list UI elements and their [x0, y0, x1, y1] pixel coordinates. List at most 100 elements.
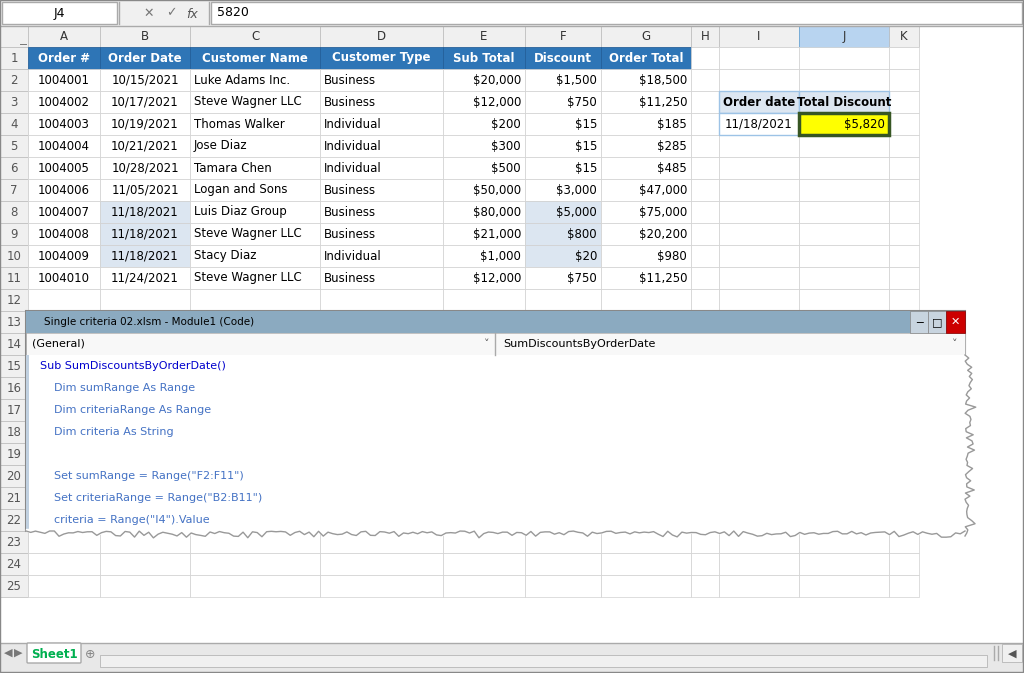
Bar [525, 223, 601, 245]
Bar [719, 201, 799, 223]
Text: $11,250: $11,250 [639, 271, 687, 285]
Bar [601, 509, 691, 531]
Bar [719, 267, 799, 289]
Text: Individual: Individual [324, 118, 382, 131]
Text: 15: 15 [6, 359, 22, 372]
Bar [691, 421, 719, 443]
Bar [889, 465, 919, 487]
Bar [889, 509, 919, 531]
Bar [799, 69, 889, 91]
Text: ˅: ˅ [484, 339, 489, 349]
Text: 11/18/2021: 11/18/2021 [112, 250, 179, 262]
Bar [889, 399, 919, 421]
Bar [190, 509, 319, 531]
Bar [190, 69, 319, 91]
Bar [319, 553, 443, 575]
Text: Set criteriaRange = Range("B2:B11"): Set criteriaRange = Range("B2:B11") [40, 493, 262, 503]
Text: $15: $15 [574, 139, 597, 153]
Bar [0, 267, 28, 289]
Text: 10: 10 [6, 250, 22, 262]
Bar [28, 201, 100, 223]
Text: Individual: Individual [324, 139, 382, 153]
Bar [2, 2, 117, 24]
Bar [190, 223, 319, 245]
Text: Individual: Individual [324, 250, 382, 262]
Bar [525, 157, 601, 179]
Bar [190, 377, 319, 399]
Text: $15: $15 [574, 162, 597, 174]
Text: 21: 21 [6, 491, 22, 505]
Bar [889, 26, 919, 47]
Bar [691, 443, 719, 465]
Bar [100, 69, 190, 91]
Bar [26, 333, 965, 355]
Bar [719, 355, 799, 377]
Bar [799, 399, 889, 421]
Bar [319, 355, 443, 377]
Bar [0, 47, 28, 69]
Bar [719, 47, 799, 69]
Text: $80,000: $80,000 [473, 205, 521, 219]
Bar [190, 135, 319, 157]
Bar [691, 311, 719, 333]
Text: Customer Type: Customer Type [332, 52, 431, 65]
Bar [719, 311, 799, 333]
Bar [799, 333, 889, 355]
Bar [28, 179, 100, 201]
Bar [26, 355, 965, 531]
Bar [691, 69, 719, 91]
Text: $1,000: $1,000 [480, 250, 521, 262]
Bar [799, 355, 889, 377]
Bar [100, 47, 190, 69]
Bar [719, 157, 799, 179]
Bar [691, 575, 719, 597]
Bar [28, 509, 100, 531]
Text: D: D [377, 30, 386, 43]
Bar [100, 531, 190, 553]
Text: 1: 1 [10, 52, 17, 65]
Bar [691, 377, 719, 399]
Bar [889, 69, 919, 91]
Bar [719, 531, 799, 553]
Bar [190, 26, 319, 47]
Text: $12,000: $12,000 [473, 271, 521, 285]
Bar [601, 531, 691, 553]
Bar [525, 47, 601, 69]
Bar [190, 399, 319, 421]
Bar [601, 201, 691, 223]
Text: $500: $500 [492, 162, 521, 174]
Bar [319, 487, 443, 509]
Text: 1004007: 1004007 [38, 205, 90, 219]
Bar [190, 311, 319, 333]
Bar [443, 223, 525, 245]
Bar [889, 289, 919, 311]
Text: F: F [560, 30, 566, 43]
Bar [26, 311, 965, 531]
Bar [28, 443, 100, 465]
Bar [100, 91, 190, 113]
Bar [28, 421, 100, 443]
Text: 1004006: 1004006 [38, 184, 90, 197]
Text: Steve Wagner LLC: Steve Wagner LLC [194, 96, 302, 108]
Text: 10/28/2021: 10/28/2021 [112, 162, 179, 174]
Bar [100, 553, 190, 575]
Bar [889, 443, 919, 465]
Bar [691, 135, 719, 157]
Text: 10/15/2021: 10/15/2021 [112, 73, 179, 87]
Bar [0, 443, 28, 465]
Bar [799, 91, 889, 113]
Bar [601, 267, 691, 289]
Bar [319, 289, 443, 311]
Bar [0, 289, 28, 311]
Bar [0, 223, 28, 245]
Bar [319, 245, 443, 267]
Bar [525, 179, 601, 201]
Bar [889, 245, 919, 267]
Bar [889, 91, 919, 113]
Bar [443, 179, 525, 201]
Bar [525, 267, 601, 289]
Text: $21,000: $21,000 [473, 227, 521, 240]
Text: J4: J4 [53, 7, 66, 20]
Text: Business: Business [324, 271, 376, 285]
Bar [525, 443, 601, 465]
